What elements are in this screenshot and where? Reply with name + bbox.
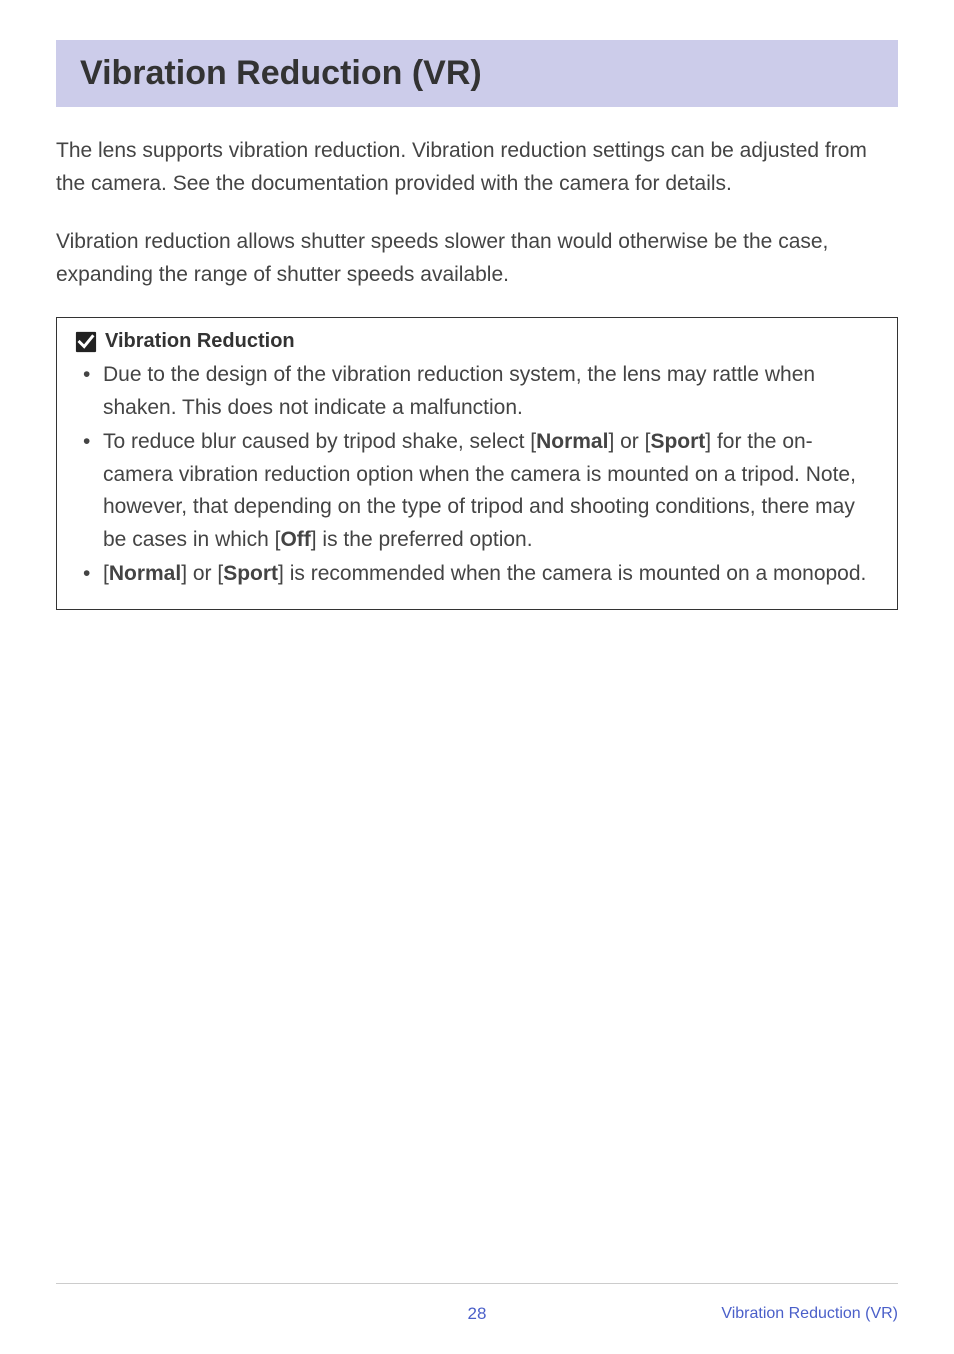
note-header: Vibration Reduction: [75, 330, 879, 353]
note-box: Vibration Reduction Due to the design of…: [56, 317, 898, 610]
bullet-text: To reduce blur caused by tripod shake, s…: [103, 430, 536, 453]
bold-normal: Normal: [536, 430, 608, 453]
footer-section-link[interactable]: Vibration Reduction (VR): [721, 1305, 898, 1323]
bullet-text: ] is recommended when the camera is moun…: [278, 562, 866, 585]
intro-paragraph-1: The lens supports vibration reduction. V…: [56, 135, 898, 200]
bold-off: Off: [280, 528, 310, 551]
caution-check-icon: [75, 331, 97, 353]
list-item: [Normal] or [Sport] is recommended when …: [79, 558, 879, 591]
list-item: To reduce blur caused by tripod shake, s…: [79, 426, 879, 556]
list-item: Due to the design of the vibration reduc…: [79, 359, 879, 424]
title-banner: Vibration Reduction (VR): [56, 40, 898, 107]
bullet-text: ] or [: [181, 562, 223, 585]
page-number: 28: [468, 1304, 487, 1324]
note-bullet-list: Due to the design of the vibration reduc…: [75, 359, 879, 591]
page-container: Vibration Reduction (VR) The lens suppor…: [0, 0, 954, 610]
bold-normal: Normal: [109, 562, 181, 585]
note-title: Vibration Reduction: [105, 330, 295, 353]
bold-sport: Sport: [223, 562, 278, 585]
bullet-text: ] is the preferred option.: [311, 528, 533, 551]
intro-paragraph-2: Vibration reduction allows shutter speed…: [56, 226, 898, 291]
page-footer: 28 Vibration Reduction (VR): [56, 1283, 898, 1324]
page-title: Vibration Reduction (VR): [80, 54, 874, 93]
bullet-text: ] or [: [608, 430, 650, 453]
bold-sport: Sport: [650, 430, 705, 453]
